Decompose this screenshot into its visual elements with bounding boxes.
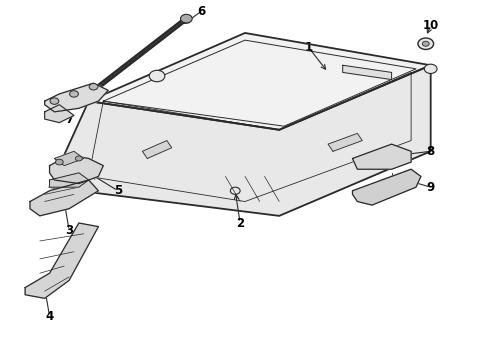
Text: 6: 6 [197,5,205,18]
Circle shape [149,70,165,82]
Circle shape [422,41,429,46]
Circle shape [418,38,434,49]
Polygon shape [352,169,421,205]
Text: 8: 8 [427,145,435,158]
Text: 7: 7 [65,113,73,126]
Polygon shape [49,155,103,184]
Text: 10: 10 [422,19,439,32]
Polygon shape [45,105,74,123]
Text: 4: 4 [46,310,54,323]
Text: 9: 9 [427,181,435,194]
Polygon shape [352,144,411,169]
Circle shape [70,91,78,97]
Text: 2: 2 [236,216,244,230]
Polygon shape [343,65,392,80]
Polygon shape [143,140,172,158]
Circle shape [180,14,192,23]
Text: 3: 3 [65,224,73,237]
Polygon shape [30,180,98,216]
Polygon shape [25,223,98,298]
Text: 1: 1 [304,41,313,54]
Polygon shape [328,134,362,151]
Circle shape [50,98,59,104]
Circle shape [424,64,437,73]
Circle shape [89,84,98,90]
Text: 5: 5 [114,184,122,197]
Polygon shape [89,33,431,130]
Circle shape [75,156,82,161]
Circle shape [55,159,63,165]
Polygon shape [54,151,84,166]
Polygon shape [49,173,89,187]
Polygon shape [49,65,431,216]
Polygon shape [45,83,108,112]
